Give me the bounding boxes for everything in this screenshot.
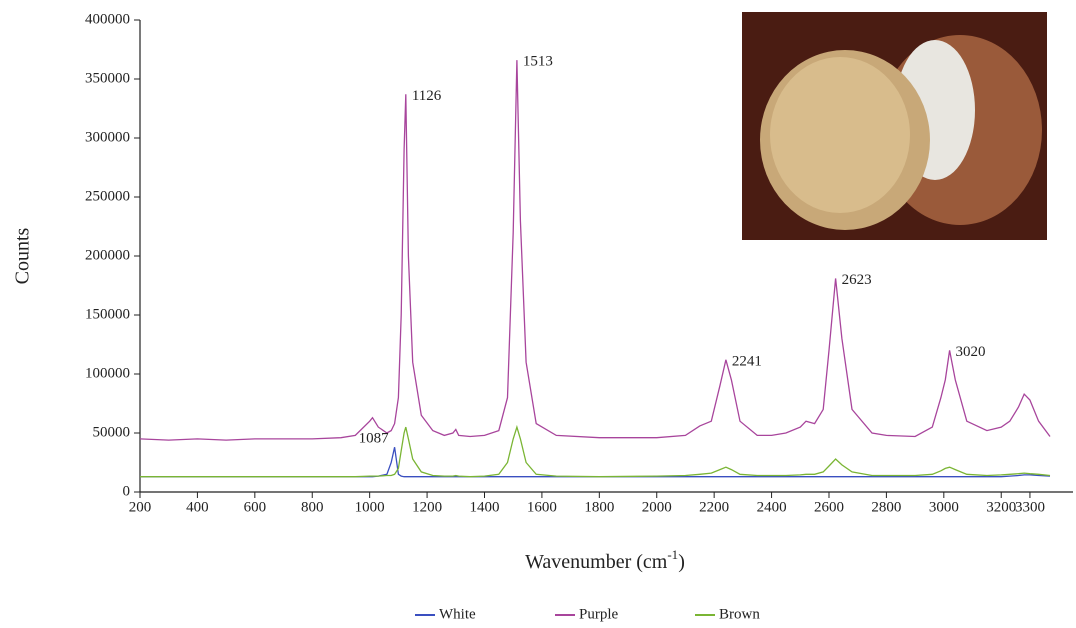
y-tick-label: 350000 — [85, 70, 130, 86]
x-tick-label: 2200 — [699, 499, 729, 515]
x-axis-title-end: ) — [678, 551, 685, 573]
y-tick-label: 400000 — [85, 11, 130, 27]
peak-label: 2623 — [842, 272, 872, 288]
x-axis-title-sup: -1 — [667, 547, 678, 562]
y-tick-label: 150000 — [85, 306, 130, 322]
x-tick-label: 2600 — [814, 499, 844, 515]
legend-label: White — [439, 606, 476, 622]
x-tick-label: 2800 — [871, 499, 901, 515]
series-line — [140, 427, 1050, 477]
series-line — [140, 447, 1050, 477]
x-tick-label: 2400 — [757, 499, 787, 515]
x-tick-label: 3300 — [1015, 499, 1045, 515]
y-tick-label: 50000 — [93, 424, 131, 440]
y-tick-label: 100000 — [85, 365, 130, 381]
x-tick-label: 1000 — [355, 499, 385, 515]
peak-label: 1087 — [359, 431, 390, 447]
x-tick-label: 3000 — [929, 499, 959, 515]
x-tick-label: 1800 — [584, 499, 614, 515]
x-tick-label: 3200 — [986, 499, 1016, 515]
peak-label: 1513 — [523, 54, 553, 70]
peak-label: 1126 — [412, 88, 442, 104]
x-tick-label: 2000 — [642, 499, 672, 515]
x-tick-label: 600 — [244, 499, 267, 515]
legend-label: Brown — [719, 606, 760, 622]
y-axis-title: Counts — [12, 227, 34, 284]
x-tick-label: 400 — [186, 499, 209, 515]
y-tick-label: 200000 — [85, 247, 130, 263]
x-axis-title: Wavenumber (cm-1) — [525, 547, 685, 573]
page: {"chart_data": {"type": "line", "x_label… — [0, 0, 1076, 628]
x-tick-label: 1200 — [412, 499, 442, 515]
y-tick-label: 0 — [123, 483, 131, 499]
y-tick-label: 250000 — [85, 188, 130, 204]
x-tick-label: 200 — [129, 499, 152, 515]
peak-label: 3020 — [956, 344, 986, 360]
peak-label: 2241 — [732, 353, 762, 369]
y-tick-label: 300000 — [85, 129, 130, 145]
shell-photo — [742, 12, 1047, 240]
x-tick-label: 1400 — [469, 499, 499, 515]
x-axis-title-text: Wavenumber (cm — [525, 551, 668, 573]
chart: Counts Wavenumber (cm-1) 0 50000 100000 150… — [0, 0, 1076, 628]
x-tick-label: 1600 — [527, 499, 557, 515]
legend-label: Purple — [579, 606, 619, 622]
x-tick-label: 800 — [301, 499, 324, 515]
